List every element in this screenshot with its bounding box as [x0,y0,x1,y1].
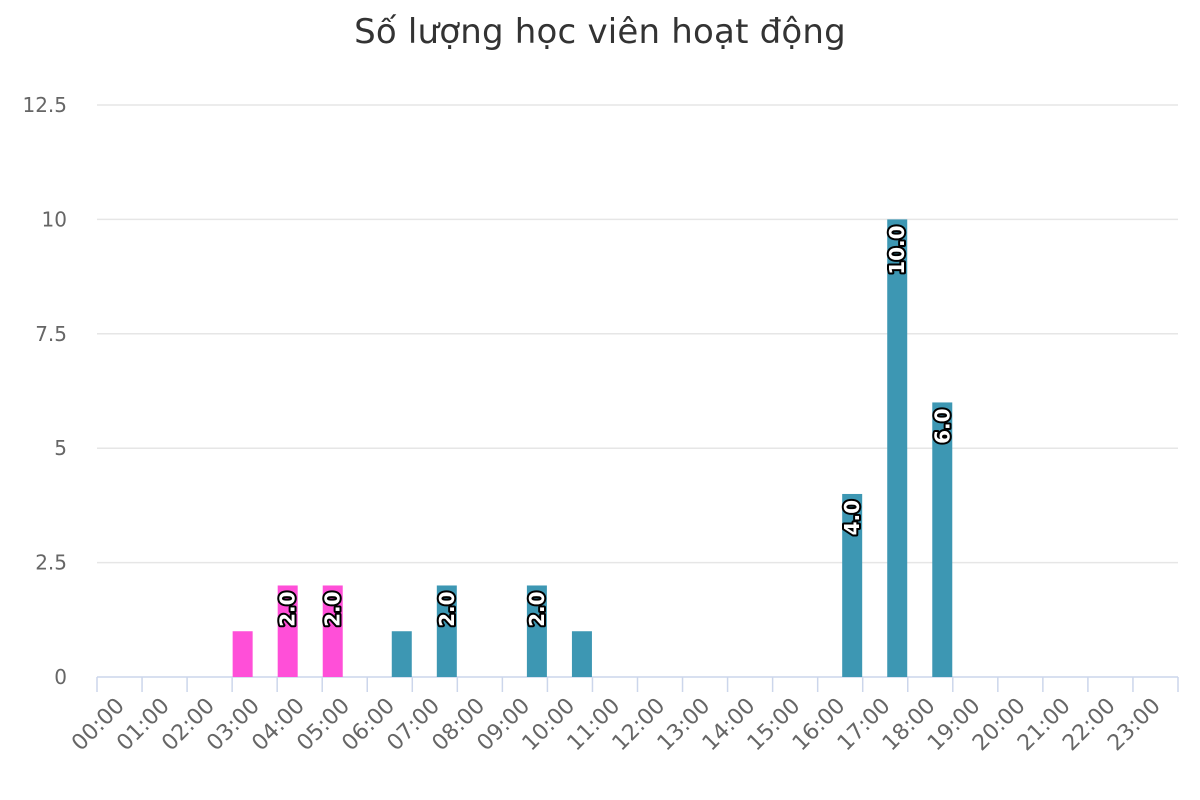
data-label: 6.0 [930,408,954,443]
y-tick-label: 2.5 [35,551,67,575]
data-label: 10.0 [885,225,909,274]
bar [233,631,253,677]
data-label: 4.0 [840,500,864,535]
x-tick-label: 23:00 [1103,694,1166,757]
bar [572,631,592,677]
y-tick-label: 0 [54,665,67,689]
bar [887,219,907,677]
y-tick-label: 5 [54,436,67,460]
data-label: 2.0 [321,591,345,626]
data-label: 2.0 [525,591,549,626]
y-tick-label: 12.5 [22,93,67,117]
data-label: 2.0 [435,591,459,626]
bar [392,631,412,677]
y-tick-label: 7.5 [35,322,67,346]
y-tick-label: 10 [42,207,67,231]
data-label: 2.0 [276,591,300,626]
